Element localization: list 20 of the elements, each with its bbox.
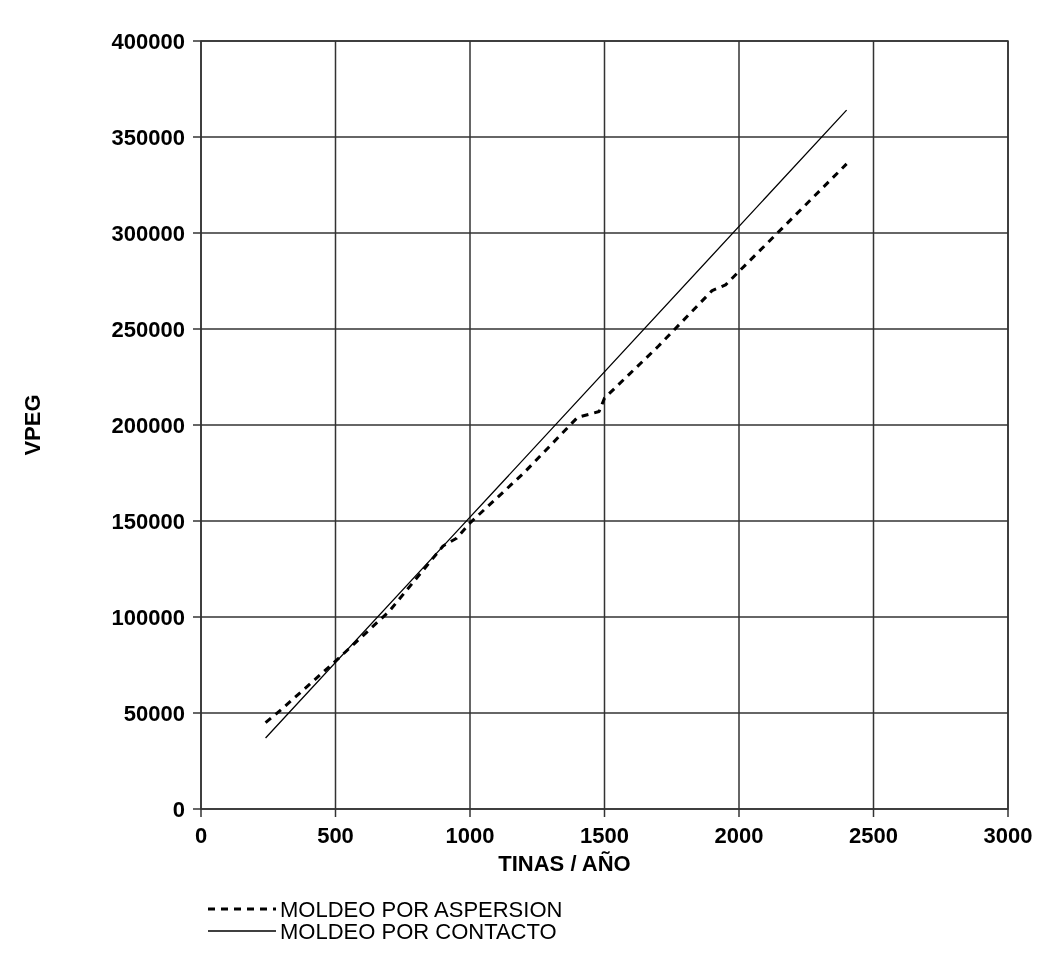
x-tick-label: 0: [194, 823, 208, 848]
x-axis-title: TINAS / AÑO: [498, 851, 631, 876]
y-tick-label: 0: [172, 797, 185, 822]
y-tick-label: 150000: [111, 509, 185, 534]
x-tick-label: 2000: [714, 823, 764, 848]
legend-label: MOLDEO POR CONTACTO: [280, 919, 557, 944]
y-tick-label: 250000: [111, 317, 185, 342]
y-tick-label: 50000: [123, 701, 185, 726]
x-tick-label: 3000: [983, 823, 1033, 848]
y-axis-title: VPEG: [20, 394, 45, 456]
x-tick-label: 1000: [445, 823, 495, 848]
x-tick-label: 2500: [849, 823, 898, 848]
x-tick-label: 1500: [580, 823, 629, 848]
legend-label: MOLDEO POR ASPERSION: [280, 897, 563, 922]
x-tick-label: 500: [317, 823, 354, 848]
y-tick-label: 200000: [111, 413, 185, 438]
y-tick-label: 400000: [111, 29, 185, 54]
y-tick-label: 350000: [111, 125, 185, 150]
y-tick-label: 100000: [111, 605, 185, 630]
y-tick-label: 300000: [111, 221, 185, 246]
